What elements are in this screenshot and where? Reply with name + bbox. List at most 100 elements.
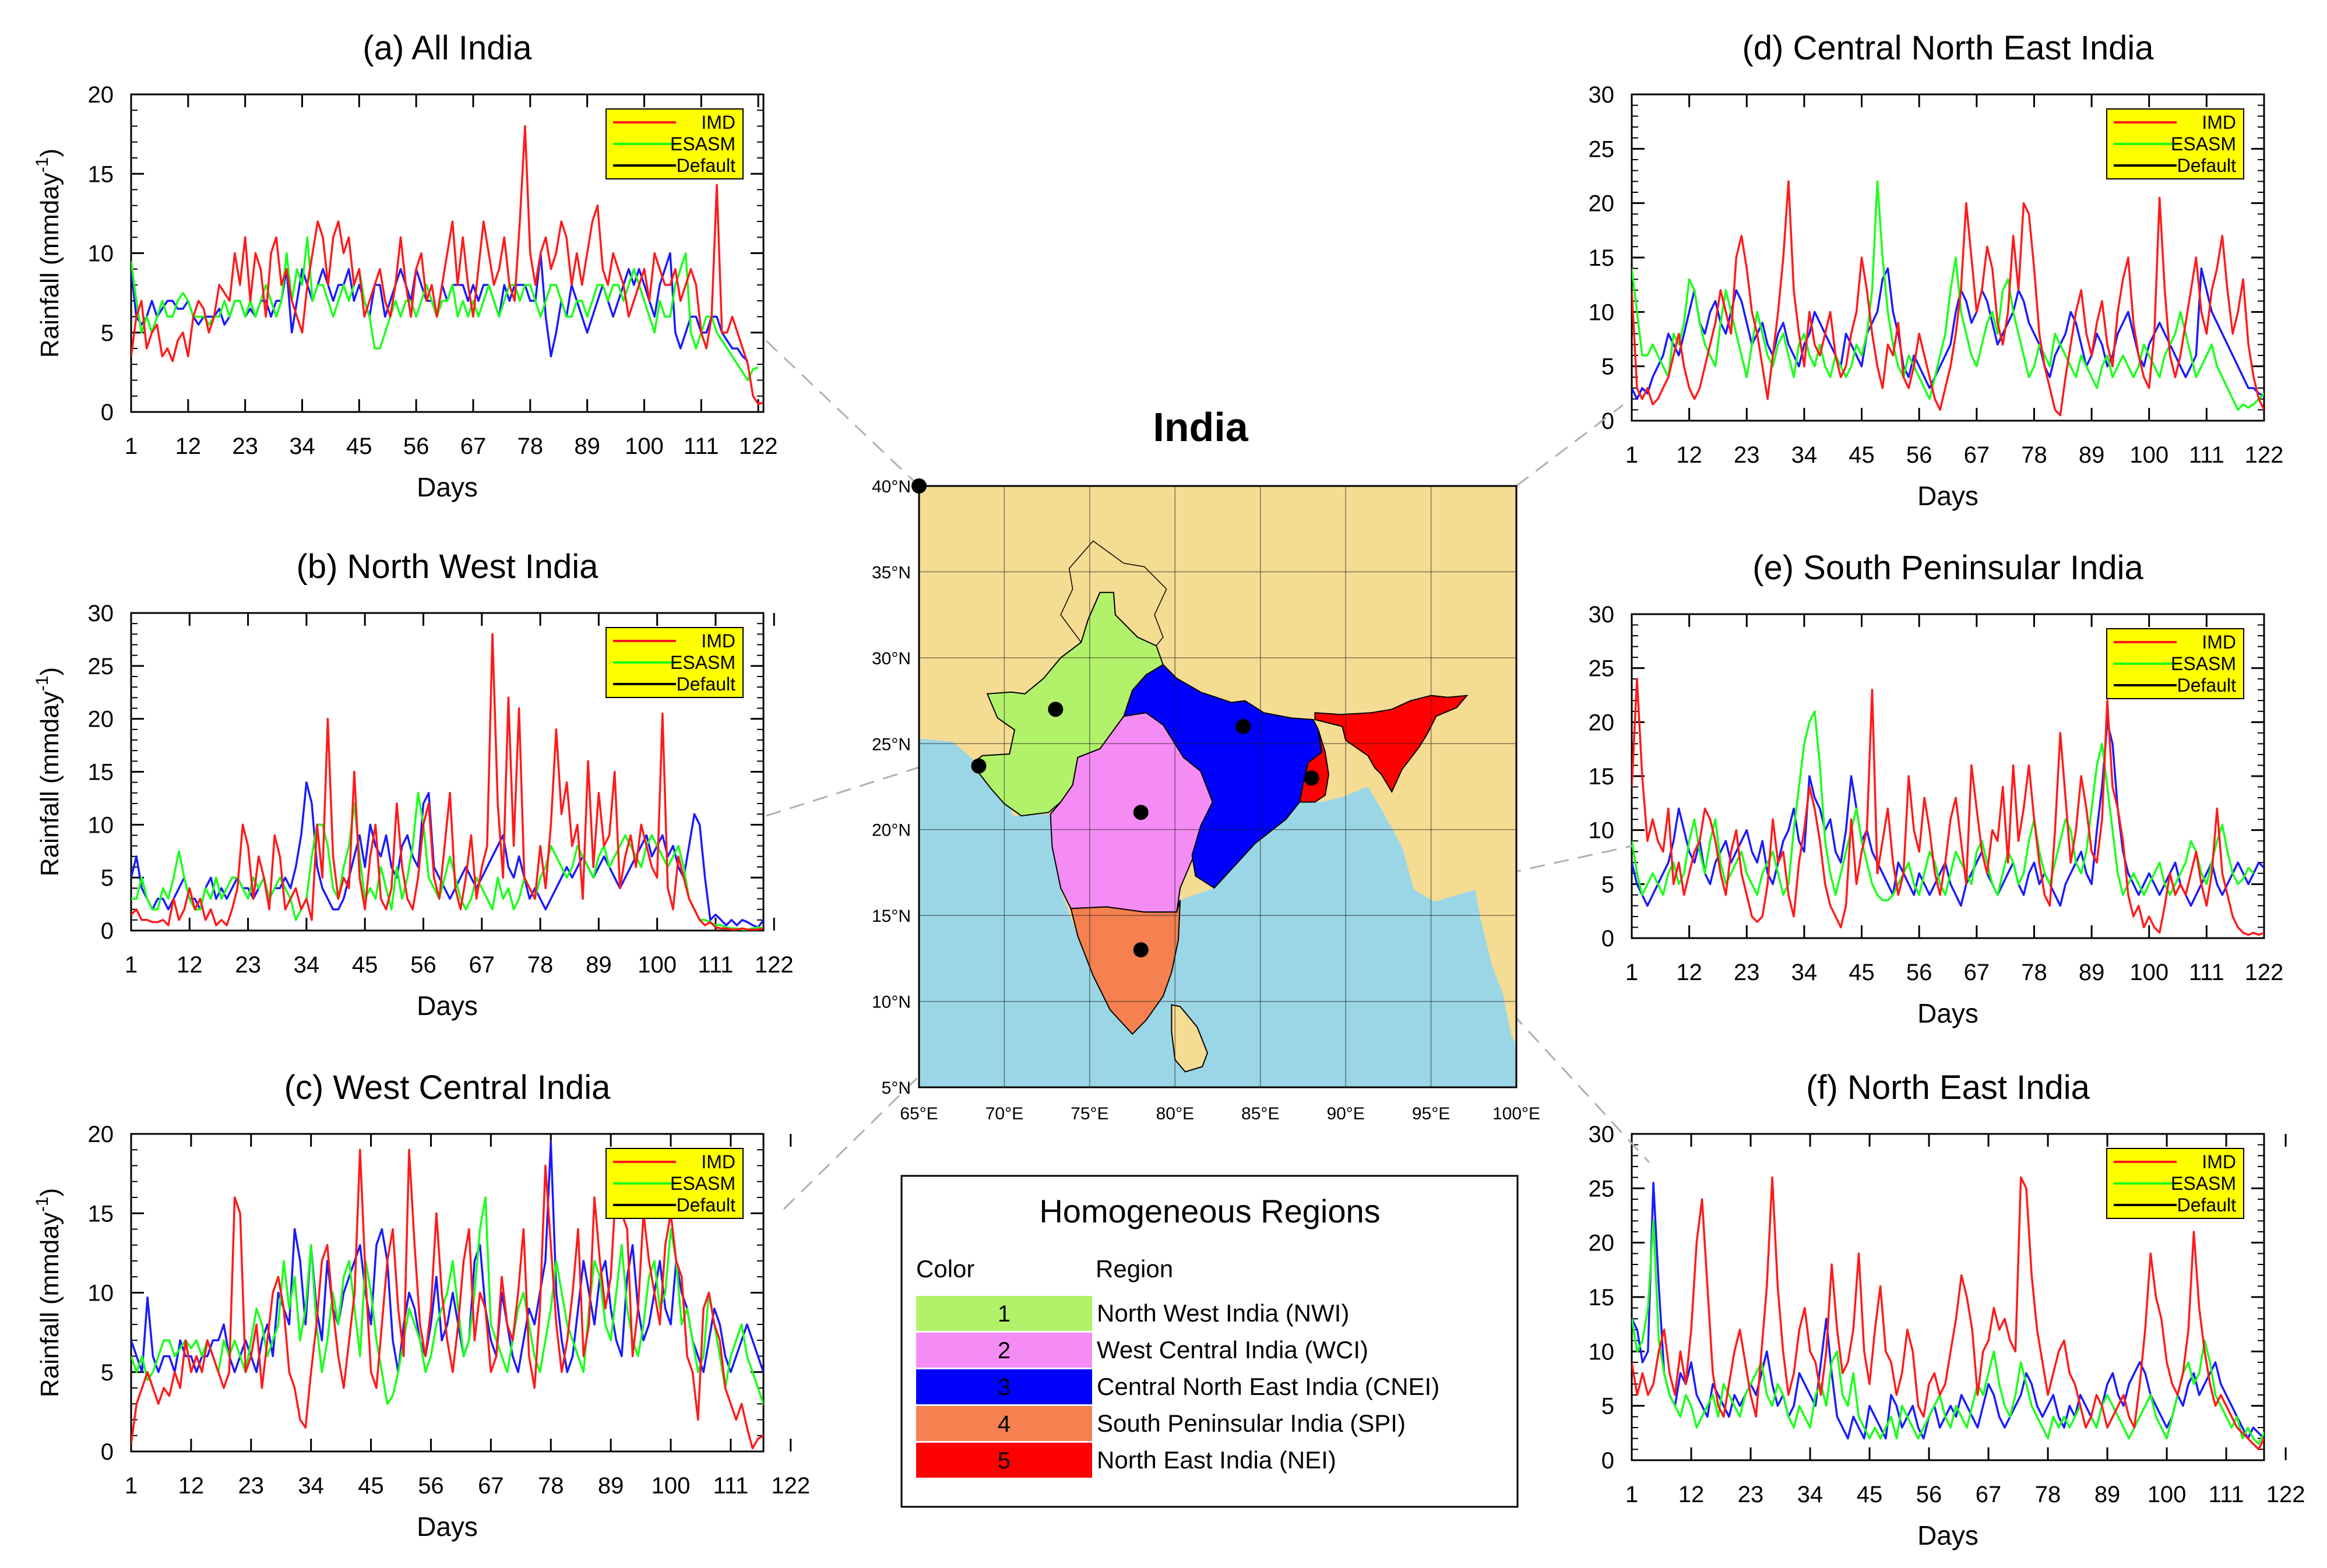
- x-tick-label: 1: [1625, 1482, 1638, 1507]
- chart-title: (d) Central North East India: [1742, 29, 2155, 67]
- y-tick-label: 20: [1589, 191, 1615, 217]
- y-tick-label: 0: [101, 1439, 114, 1465]
- x-axis-label: Days: [417, 991, 478, 1021]
- regions-legend-num-4: 4: [998, 1411, 1011, 1437]
- y-tick-label: 25: [1589, 1176, 1615, 1201]
- x-tick-label: 23: [1734, 960, 1760, 985]
- regions-legend-col-color: Color: [916, 1255, 974, 1282]
- x-tick-label: 89: [574, 434, 600, 459]
- y-tick-label: 10: [88, 241, 114, 267]
- x-tick-label: 111: [698, 952, 734, 978]
- x-tick-label: 78: [2021, 442, 2047, 468]
- x-tick-label: 100: [652, 1473, 691, 1499]
- y-tick-label: 5: [1601, 354, 1614, 380]
- x-tick-label: 100: [2148, 1482, 2187, 1507]
- x-tick-label: 111: [2189, 442, 2224, 468]
- regions-legend-swatch-3: [916, 1369, 1092, 1404]
- x-tick-label: 100: [638, 952, 677, 978]
- y-tick-label: 20: [88, 82, 114, 108]
- x-tick-label: 111: [2189, 960, 2224, 985]
- chart-title: (a) All India: [362, 29, 532, 67]
- connector-line: [1516, 404, 1624, 487]
- y-tick-label: 25: [88, 654, 114, 679]
- y-tick-label: 5: [1601, 1394, 1614, 1419]
- x-tick-label: 12: [177, 952, 203, 978]
- regions-legend-name-3: Central North East India (CNEI): [1097, 1373, 1439, 1400]
- map-frame: [918, 485, 1518, 1088]
- legend-label-esasm: ESASM: [2171, 133, 2236, 154]
- legend-label-esasm: ESASM: [670, 652, 735, 673]
- x-tick-label: 111: [2209, 1482, 2244, 1507]
- x-tick-label: 78: [2035, 1482, 2061, 1507]
- x-tick-label: 89: [2094, 1482, 2121, 1507]
- map-lat-label: 35°N: [872, 563, 911, 582]
- chart-title: (e) South Peninsular India: [1752, 549, 2143, 587]
- y-tick-label: 20: [88, 1122, 114, 1147]
- series-line-esasm: [131, 236, 759, 382]
- x-tick-label: 12: [178, 1473, 205, 1499]
- series-line-esasm: [1632, 1220, 2264, 1445]
- map-lat-label: 5°N: [882, 1079, 911, 1098]
- y-tick-label: 15: [88, 1201, 114, 1227]
- x-tick-label: 45: [352, 952, 378, 978]
- legend-label-default: Default: [677, 1195, 736, 1215]
- y-tick-label: 20: [1589, 710, 1615, 735]
- x-tick-label: 34: [1791, 960, 1818, 985]
- y-tick-label: 30: [1589, 82, 1615, 108]
- map-sri-lanka: [1171, 1004, 1208, 1073]
- y-tick-label: 10: [88, 1281, 114, 1306]
- x-tick-label: 12: [1678, 1482, 1705, 1507]
- x-tick-label: 67: [469, 952, 495, 978]
- x-axis-label: Days: [417, 472, 478, 502]
- y-tick-label: 0: [1601, 1448, 1614, 1474]
- y-tick-label: 5: [101, 320, 114, 346]
- x-tick-label: 12: [1676, 960, 1702, 985]
- india-map: 5°N 10°N 15°N 20°N 25°N 30°N 35°N 40°N 65°E 70°E 7…: [872, 477, 1540, 1123]
- chart-panel-1: (a) All India 0 5 10 15 20 1 12 23 34 45 56 67 78 89 10…: [33, 29, 777, 502]
- chart-panel-2: (b) North West India 0 5 10 15 20 25 30 1 12 23 34 4…: [33, 548, 794, 1021]
- y-tick-label: 5: [1601, 872, 1614, 897]
- map-lon-label: 70°E: [985, 1104, 1023, 1123]
- x-tick-label: 12: [175, 434, 202, 459]
- legend-label-imd: IMD: [701, 112, 735, 133]
- x-tick-label: 111: [684, 434, 719, 459]
- x-tick-label: 100: [2129, 960, 2168, 985]
- regions-legend-col-region: Region: [1096, 1255, 1173, 1282]
- y-tick-label: 30: [88, 601, 114, 626]
- series-line-esasm: [131, 1196, 763, 1406]
- y-tick-label: 25: [1589, 136, 1615, 162]
- x-tick-label: 122: [2266, 1482, 2305, 1507]
- y-tick-label: 15: [88, 161, 114, 187]
- x-tick-label: 100: [2129, 442, 2168, 468]
- legend-label-imd: IMD: [2202, 1151, 2236, 1172]
- series-line-default: [131, 1140, 763, 1373]
- y-tick-label: 15: [88, 760, 114, 785]
- x-tick-label: 34: [1797, 1482, 1823, 1507]
- x-tick-label: 67: [1964, 960, 1990, 985]
- x-tick-label: 34: [1791, 442, 1818, 468]
- x-tick-label: 78: [538, 1473, 564, 1499]
- map-station-dot: [1235, 718, 1251, 734]
- map-region-5-south: [1298, 730, 1329, 803]
- map-station-dot: [1304, 770, 1319, 786]
- x-tick-label: 67: [460, 434, 487, 459]
- y-axis-label: Rainfall (mmday-1): [33, 1188, 64, 1397]
- legend-label-esasm: ESASM: [2171, 1173, 2236, 1194]
- x-tick-label: 23: [238, 1473, 265, 1499]
- series-line-imd: [131, 633, 763, 931]
- x-tick-label: 56: [410, 952, 436, 978]
- regions-legend-num-1: 1: [998, 1301, 1011, 1327]
- y-axis-label: Rainfall (mmday-1): [33, 149, 64, 358]
- map-lon-label: 75°E: [1071, 1104, 1108, 1123]
- x-tick-label: 12: [1676, 442, 1702, 468]
- y-tick-label: 30: [1589, 1122, 1615, 1147]
- map-region-4: [1070, 900, 1181, 1035]
- x-tick-label: 56: [418, 1473, 444, 1499]
- regions-legend-swatch-4: [916, 1406, 1092, 1441]
- x-axis-label: Days: [1917, 1520, 1979, 1551]
- map-lat-label: 40°N: [872, 477, 911, 496]
- x-tick-label: 1: [125, 1473, 138, 1499]
- x-tick-label: 56: [403, 434, 430, 459]
- legend-label-default: Default: [677, 155, 736, 176]
